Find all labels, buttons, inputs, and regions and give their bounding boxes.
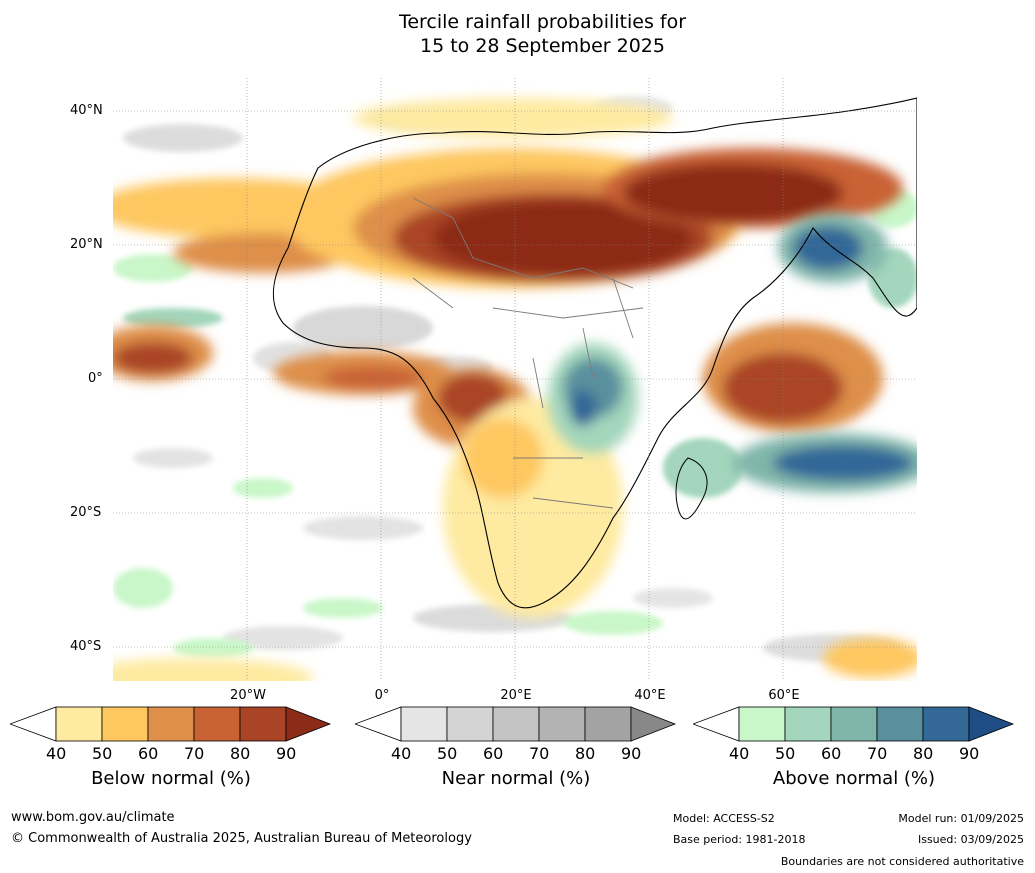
footer-base-period: Base period: 1981-2018 — [673, 833, 806, 846]
near-colorbar-segment-1 — [400, 706, 448, 742]
madagascar-coastline — [675, 457, 708, 520]
graticule — [113, 78, 917, 681]
footer-model: Model: ACCESS-S2 — [673, 812, 775, 825]
near-colorbar-tick-label: 80 — [575, 744, 596, 763]
colorbar-below-title: Below normal (%) — [91, 768, 251, 789]
lat-label-20s: 20°S — [70, 505, 102, 520]
lat-label-40n: 40°N — [70, 103, 103, 118]
below-colorbar-segment-1 — [55, 706, 103, 742]
below-normal-regions — [113, 98, 917, 681]
colorbar-below-svg — [8, 706, 332, 742]
below-colorbar-tick-label: 80 — [230, 744, 251, 763]
colorbar-above-title: Above normal (%) — [772, 768, 936, 789]
map-title-line1: Tercile rainfall probabilities for — [398, 11, 687, 33]
near-colorbar-tick-label: 60 — [483, 744, 504, 763]
colorbar-above-normal — [691, 706, 1015, 742]
below-colorbar-tick-label: 40 — [46, 744, 67, 763]
near-colorbar-lower-extension — [353, 706, 402, 742]
below-colorbar-tick-label: 70 — [184, 744, 205, 763]
probability-map — [113, 78, 917, 681]
below-colorbar-segment-4 — [193, 706, 241, 742]
above-colorbar-lower-extension — [691, 706, 740, 742]
near-colorbar-segment-5 — [584, 706, 632, 742]
colorbar-near-normal — [353, 706, 677, 742]
above-colorbar-tick-label: 60 — [821, 744, 842, 763]
footer-copyright: © Commonwealth of Australia 2025, Austra… — [11, 831, 472, 846]
below-colorbar-tick-label: 60 — [138, 744, 159, 763]
near-colorbar-tick-label: 70 — [529, 744, 550, 763]
near-colorbar-segment-2 — [446, 706, 494, 742]
footer-model-run: Model run: 01/09/2025 — [898, 812, 1024, 825]
lon-label-20e: 20°E — [500, 688, 532, 703]
above-colorbar-segment-4 — [876, 706, 924, 742]
colorbar-below-normal — [8, 706, 332, 742]
above-colorbar-tick-label: 90 — [959, 744, 980, 763]
country-borders — [412, 197, 644, 509]
below-colorbar-segment-5 — [239, 706, 287, 742]
above-colorbar-tick-label: 40 — [729, 744, 750, 763]
map-title-line2: 15 to 28 September 2025 — [420, 35, 665, 57]
above-normal-patches — [113, 188, 917, 658]
above-normal-regions — [548, 213, 917, 493]
above-colorbar-upper-extension — [968, 706, 1015, 742]
lat-label-40s: 40°S — [70, 639, 102, 654]
above-colorbar-tick-label: 70 — [867, 744, 888, 763]
below-colorbar-segment-3 — [147, 706, 195, 742]
near-colorbar-tick-label: 90 — [621, 744, 642, 763]
lat-label-0: 0° — [88, 371, 103, 386]
above-colorbar-segment-3 — [830, 706, 878, 742]
near-colorbar-segment-4 — [538, 706, 586, 742]
lon-label-40e: 40°E — [634, 688, 666, 703]
lon-label-60e: 60°E — [768, 688, 800, 703]
above-colorbar-tick-label: 80 — [913, 744, 934, 763]
above-colorbar-segment-2 — [784, 706, 832, 742]
near-colorbar-tick-label: 40 — [391, 744, 412, 763]
below-colorbar-segment-2 — [101, 706, 149, 742]
footer-url: www.bom.gov.au/climate — [11, 810, 175, 825]
near-colorbar-tick-label: 50 — [437, 744, 458, 763]
above-colorbar-tick-label: 50 — [775, 744, 796, 763]
above-colorbar-segment-1 — [738, 706, 786, 742]
map-canvas — [113, 78, 917, 681]
footer-issued: Issued: 03/09/2025 — [917, 833, 1024, 846]
colorbar-above-svg — [691, 706, 1015, 742]
coastline — [272, 97, 917, 609]
below-colorbar-tick-label: 50 — [92, 744, 113, 763]
lon-label-20w: 20°W — [230, 688, 266, 703]
near-colorbar-upper-extension — [630, 706, 677, 742]
lon-label-0: 0° — [374, 688, 390, 703]
below-colorbar-tick-label: 90 — [276, 744, 297, 763]
below-colorbar-upper-extension — [285, 706, 332, 742]
colorbar-near-title: Near normal (%) — [441, 768, 591, 789]
below-colorbar-lower-extension — [8, 706, 57, 742]
colorbar-near-svg — [353, 706, 677, 742]
lat-label-20n: 20°N — [70, 237, 103, 252]
above-colorbar-segment-5 — [922, 706, 970, 742]
near-colorbar-segment-3 — [492, 706, 540, 742]
footer-disclaimer: Boundaries are not considered authoritat… — [780, 855, 1024, 868]
